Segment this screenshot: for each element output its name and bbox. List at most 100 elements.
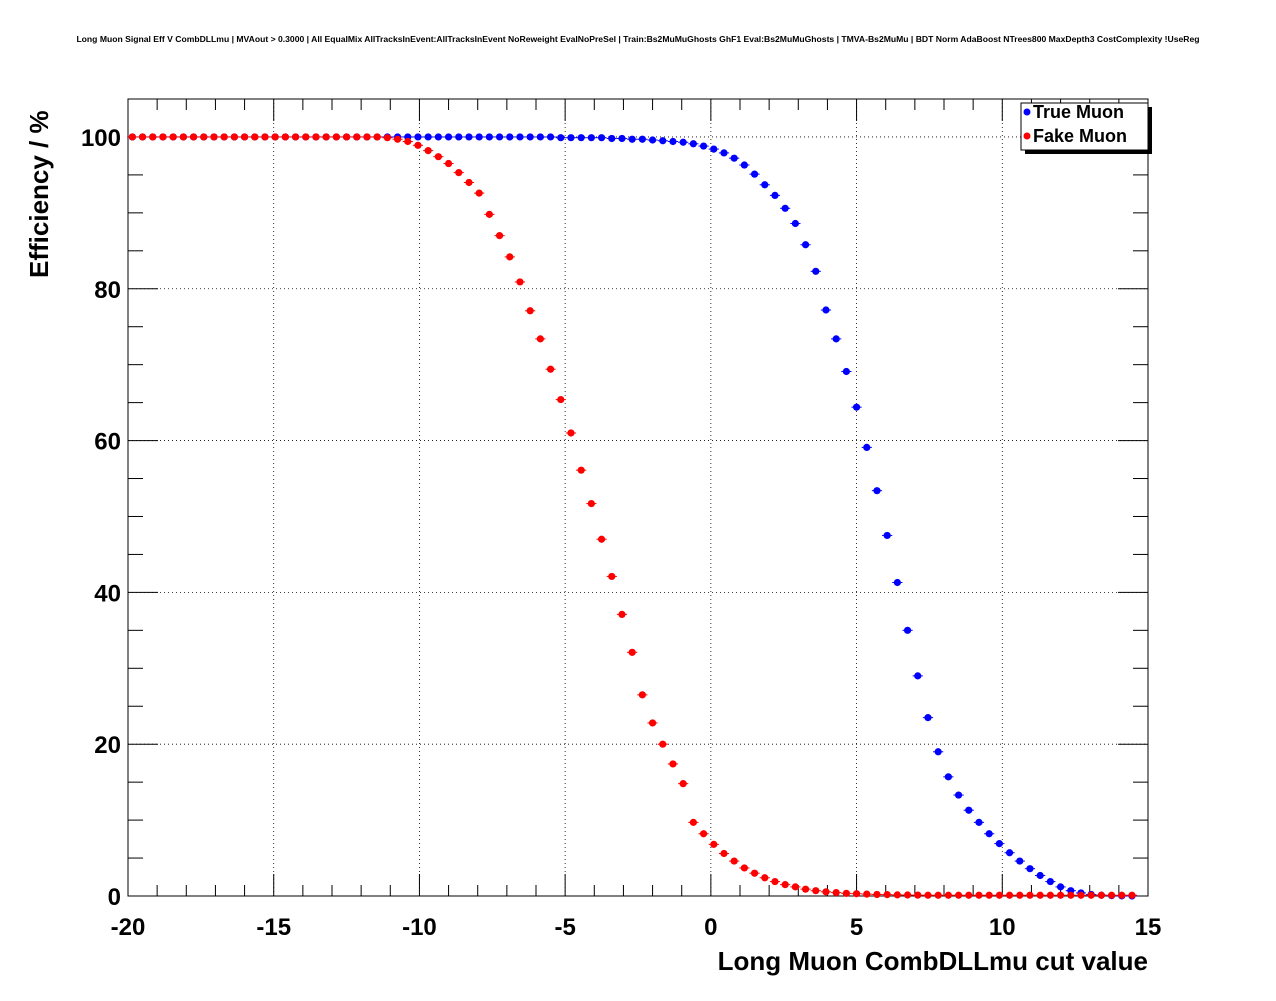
data-point: [801, 885, 810, 893]
data-point: [1077, 891, 1085, 899]
data-point: [189, 133, 198, 141]
data-point: [852, 890, 861, 898]
data-point: [312, 133, 320, 141]
plot-frame: [127, 98, 1149, 897]
data-point: [710, 145, 718, 153]
data-point: [975, 891, 983, 899]
chart-title: Long Muon Signal Eff V CombDLLmu | MVAou…: [76, 34, 1199, 44]
data-point: [577, 466, 585, 474]
data-point: [240, 133, 249, 141]
data-point: [1016, 857, 1024, 865]
data-point: [669, 760, 677, 768]
data-point: [659, 137, 667, 145]
data-point: [332, 133, 340, 141]
data-point: [648, 136, 657, 144]
data-point: [434, 153, 442, 161]
data-point: [495, 133, 504, 141]
x-tick-label: -5: [554, 914, 575, 941]
data-point: [1056, 883, 1065, 891]
x-tick-label: 5: [850, 914, 863, 941]
data-point: [577, 134, 585, 142]
y-tick-labels: 0 20 40 60 80 100: [81, 125, 121, 911]
data-point: [924, 714, 932, 722]
y-tick-label: 40: [94, 580, 121, 607]
data-point: [373, 133, 381, 141]
data-point: [914, 891, 922, 899]
data-point: [434, 133, 442, 141]
data-point: [873, 890, 881, 899]
data-point: [740, 864, 748, 872]
data-point: [863, 443, 871, 452]
data-point: [404, 137, 412, 146]
data-point: [618, 610, 626, 618]
data-point: [230, 133, 238, 141]
axis-ticks: [127, 98, 1149, 897]
data-point: [302, 133, 310, 141]
data-point: [149, 133, 157, 141]
data-point: [516, 133, 524, 141]
data-point: [965, 806, 973, 814]
data-point: [322, 133, 330, 141]
data-point: [638, 691, 646, 699]
legend-marker-true-muon: [1023, 108, 1031, 116]
legend-marker-fake-muon: [1023, 132, 1031, 140]
data-point: [251, 133, 259, 141]
data-point: [516, 278, 524, 286]
data-point: [281, 133, 289, 141]
data-point: [567, 429, 575, 437]
data-point: [628, 135, 636, 143]
data-point: [424, 147, 432, 155]
data-point: [985, 830, 993, 838]
data-point: [424, 133, 432, 141]
data-point: [475, 133, 483, 141]
data-point: [536, 335, 544, 343]
data-point: [159, 133, 167, 141]
data-point: [822, 888, 830, 896]
data-point: [526, 133, 534, 141]
y-axis-label: Efficiency / %: [24, 110, 54, 278]
data-point: [465, 133, 473, 141]
data-point: [220, 133, 228, 141]
data-point: [1118, 891, 1126, 899]
data-point: [557, 395, 565, 404]
data-point: [965, 891, 973, 899]
data-point: [383, 134, 391, 142]
data-point: [944, 773, 952, 781]
data-point: [914, 672, 922, 680]
data-point: [271, 133, 279, 141]
data-point: [200, 133, 208, 141]
data-point: [608, 134, 616, 143]
x-tick-label: -20: [111, 914, 146, 941]
data-point: [659, 740, 667, 748]
data-point: [812, 267, 820, 275]
data-point: [679, 138, 687, 146]
y-tick-label: 100: [81, 125, 121, 152]
data-point: [414, 141, 422, 149]
data-point: [342, 133, 351, 141]
data-point: [781, 204, 789, 212]
data-point: [801, 241, 810, 249]
data-point: [475, 189, 483, 197]
data-point: [169, 133, 177, 141]
data-point: [750, 170, 759, 178]
data-point: [771, 191, 779, 199]
data-point: [1056, 891, 1065, 899]
data-point: [1128, 891, 1136, 899]
data-point: [495, 232, 504, 240]
data-point: [822, 306, 830, 314]
data-point: [781, 881, 789, 889]
data-point: [995, 891, 1003, 899]
data-point: [812, 887, 820, 895]
data-point: [720, 149, 728, 157]
data-point: [761, 874, 769, 882]
legend: True Muon Fake Muon: [1020, 102, 1152, 154]
data-point: [1097, 891, 1105, 899]
y-tick-label: 60: [94, 429, 121, 456]
data-point: [628, 648, 636, 656]
data-point: [455, 169, 463, 177]
data-point: [1046, 891, 1054, 899]
data-point: [720, 849, 728, 858]
data-point: [893, 578, 901, 587]
